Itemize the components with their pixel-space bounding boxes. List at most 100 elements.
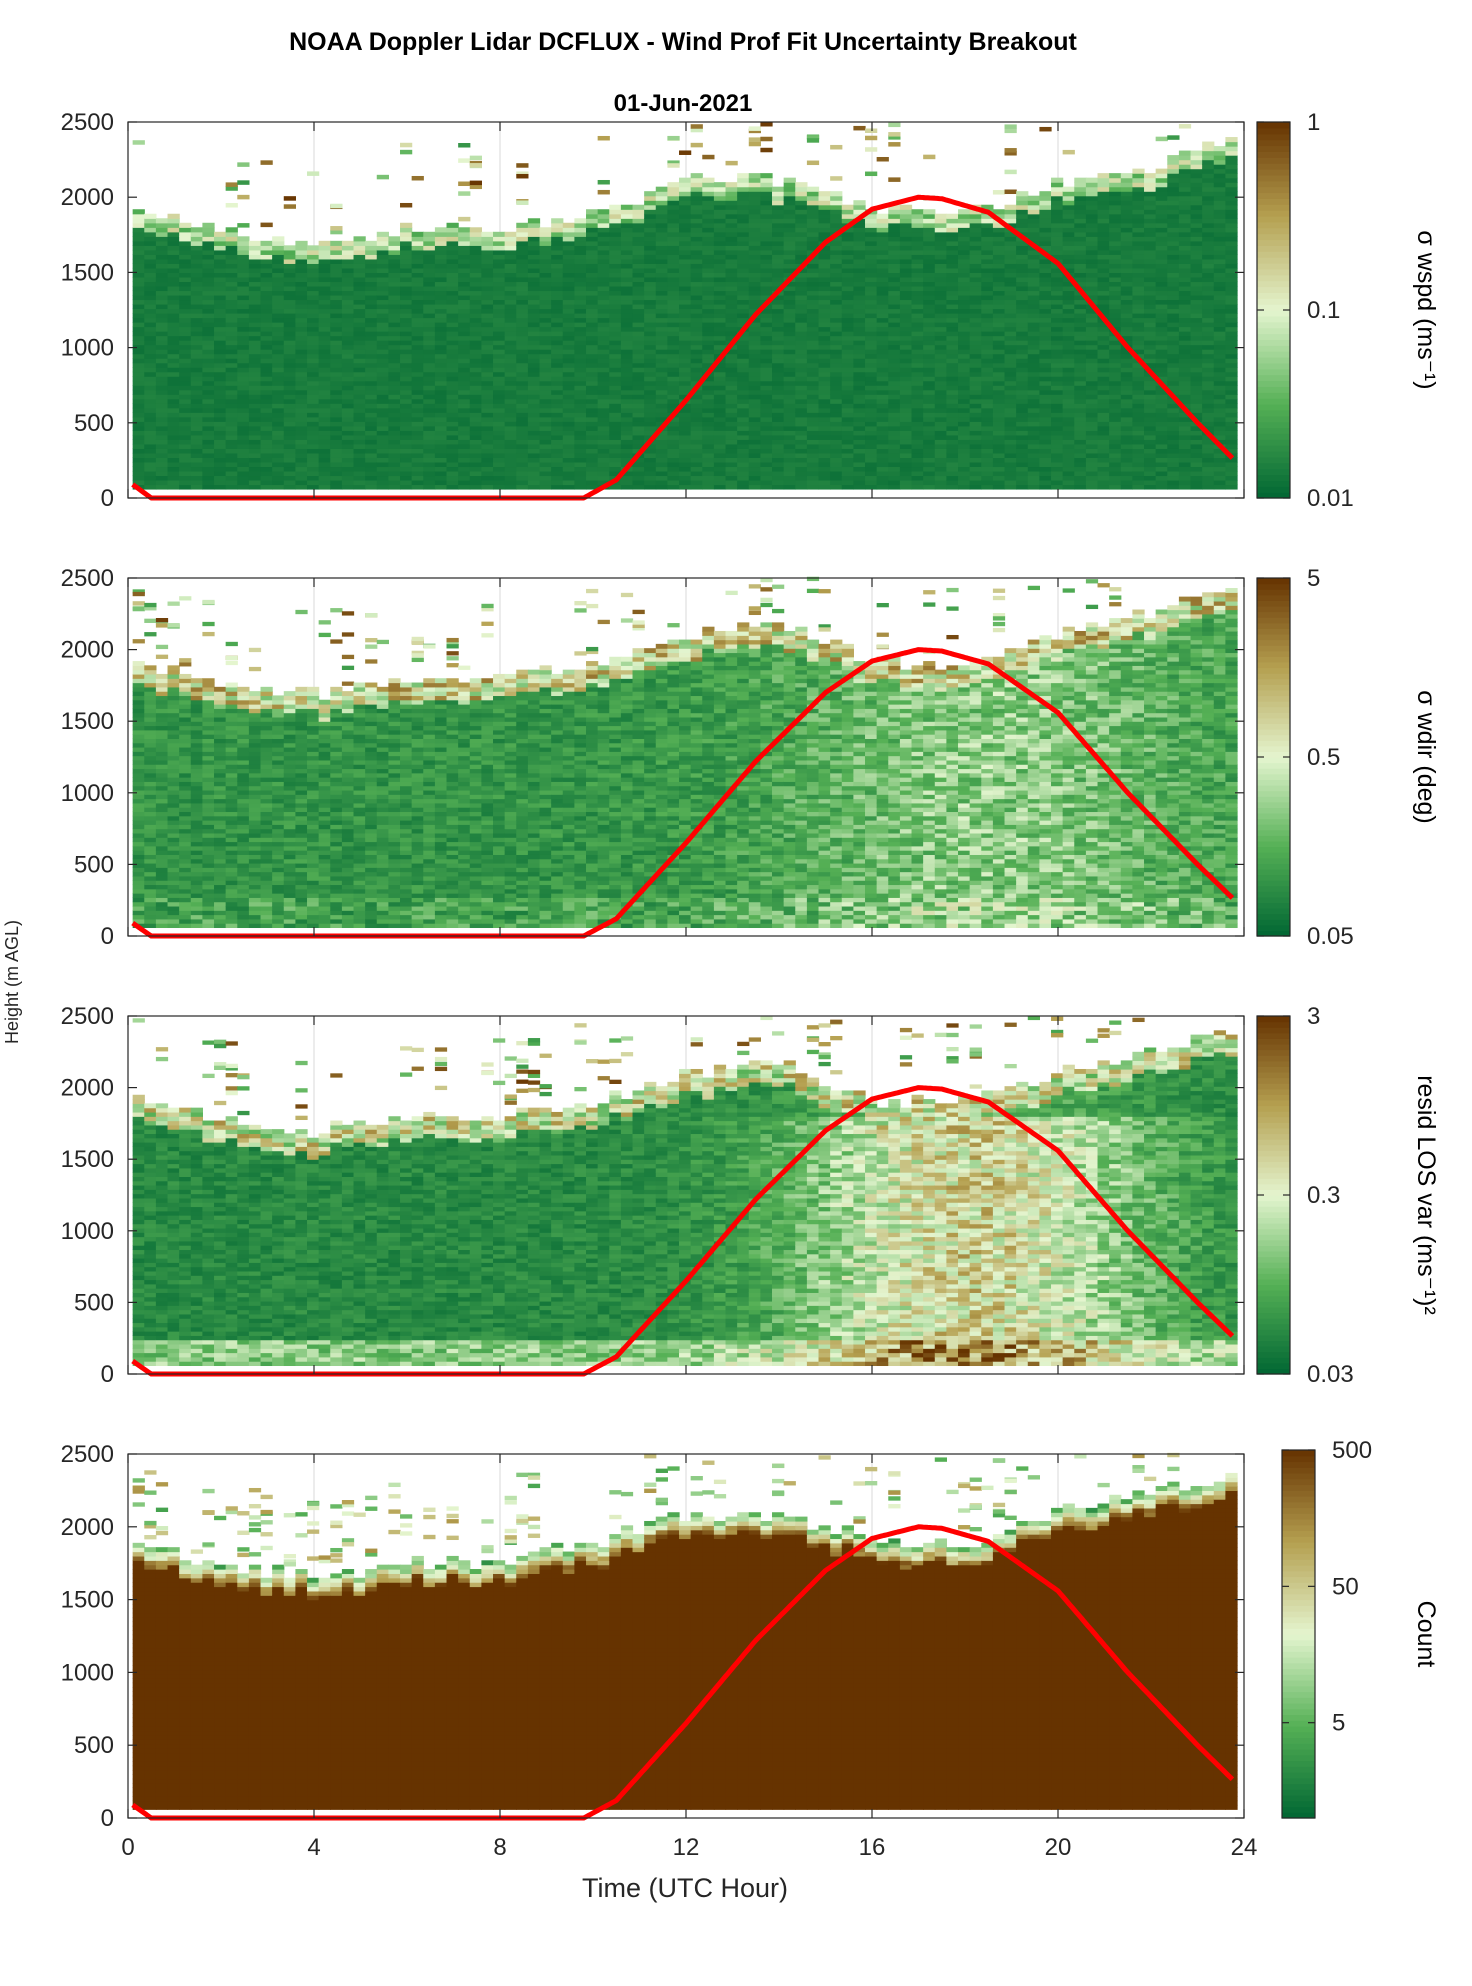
heatmap-cell	[388, 303, 401, 310]
heatmap-cell	[388, 434, 401, 440]
heatmap-cell	[1016, 470, 1029, 477]
heatmap-cell	[865, 335, 878, 341]
heatmap-cell	[283, 452, 296, 458]
heatmap-cell	[876, 403, 889, 409]
heatmap-cell	[597, 385, 610, 391]
heatmap-cell	[330, 276, 343, 283]
heatmap-cell	[992, 340, 1006, 346]
heatmap-cell	[225, 186, 238, 191]
heatmap-cell	[737, 403, 750, 409]
heatmap-cell	[760, 249, 773, 255]
heatmap-cell	[586, 245, 599, 251]
heatmap-cell	[1016, 484, 1029, 490]
heatmap-cell	[423, 403, 436, 409]
heatmap-cell	[434, 254, 448, 260]
heatmap-cell	[318, 303, 331, 310]
heatmap-cell	[237, 223, 250, 228]
heatmap-cell	[574, 466, 587, 472]
heatmap-cell	[725, 191, 738, 197]
heatmap-cell	[981, 443, 994, 449]
heatmap-cell	[295, 394, 308, 400]
heatmap-cell	[772, 263, 785, 269]
heatmap-cell	[434, 344, 448, 350]
heatmap-cell	[1004, 416, 1017, 422]
heatmap-cell	[923, 218, 936, 224]
heatmap-cell	[690, 254, 703, 260]
heatmap-cell	[551, 434, 564, 440]
heatmap-cell	[539, 470, 552, 477]
heatmap-cell	[353, 294, 366, 301]
heatmap-cell	[423, 313, 436, 319]
heatmap-cell	[365, 425, 378, 431]
heatmap-cell	[167, 479, 180, 486]
heatmap-cell	[934, 222, 947, 228]
heatmap-cell	[876, 344, 889, 350]
heatmap-cell	[446, 443, 459, 449]
heatmap-cell	[527, 322, 541, 328]
heatmap-cell	[388, 439, 401, 445]
heatmap-cell	[295, 326, 308, 332]
heatmap-cell	[214, 461, 227, 468]
heatmap-cell	[295, 412, 308, 418]
heatmap-cell	[772, 448, 785, 454]
heatmap-cell	[655, 313, 668, 319]
heatmap-cell	[493, 299, 506, 305]
heatmap-cell	[551, 461, 564, 468]
heatmap-cell	[527, 479, 541, 486]
heatmap-cell	[725, 430, 738, 436]
heatmap-cell	[911, 479, 924, 486]
heatmap-cell	[1051, 349, 1064, 355]
heatmap-cell	[458, 439, 471, 445]
heatmap-cell	[679, 443, 692, 449]
heatmap-cell	[713, 421, 727, 427]
heatmap-cell	[481, 358, 494, 364]
heatmap-cell	[888, 470, 901, 477]
heatmap-cell	[702, 358, 715, 364]
heatmap-cell	[737, 204, 750, 210]
heatmap-cell	[644, 349, 657, 355]
heatmap-cell	[237, 434, 250, 440]
heatmap-cell	[260, 254, 273, 260]
heatmap-cell	[853, 475, 866, 481]
heatmap-cell	[992, 313, 1006, 319]
heatmap-cell	[772, 294, 785, 301]
heatmap-cell	[330, 380, 343, 386]
heatmap-cell	[958, 218, 971, 224]
heatmap-cell	[748, 126, 761, 131]
heatmap-cell	[248, 452, 262, 458]
heatmap-cell	[690, 394, 703, 400]
heatmap-cell	[597, 267, 610, 273]
heatmap-cell	[818, 479, 831, 486]
heatmap-cell	[841, 267, 854, 273]
heatmap-cell	[748, 290, 761, 296]
heatmap-cell	[992, 425, 1006, 431]
heatmap-cell	[260, 258, 273, 264]
heatmap-cell	[748, 425, 761, 431]
heatmap-cell	[1004, 380, 1017, 386]
heatmap-cell	[772, 385, 785, 391]
heatmap-cell	[1016, 303, 1029, 310]
heatmap-cell	[865, 276, 878, 283]
heatmap-cell	[214, 412, 227, 418]
heatmap-cell	[318, 484, 331, 490]
heatmap-cell	[911, 439, 924, 445]
heatmap-cell	[679, 218, 692, 224]
heatmap-cell	[330, 358, 343, 364]
heatmap-cell	[632, 281, 645, 287]
heatmap-cell	[167, 367, 180, 373]
heatmap-cell	[388, 484, 401, 490]
heatmap-cell	[283, 344, 296, 350]
heatmap-cell	[644, 484, 657, 490]
heatmap-cell	[516, 222, 529, 228]
heatmap-cell	[562, 475, 575, 481]
heatmap-cell	[690, 425, 703, 431]
heatmap-cell	[1039, 322, 1052, 328]
heatmap-cell	[318, 353, 331, 359]
heatmap-cell	[574, 308, 587, 314]
heatmap-cell	[237, 421, 250, 427]
heatmap-cell	[992, 317, 1006, 323]
heatmap-cell	[772, 308, 785, 314]
heatmap-cell	[795, 227, 808, 233]
heatmap-cell	[341, 267, 355, 273]
heatmap-cell	[772, 335, 785, 341]
